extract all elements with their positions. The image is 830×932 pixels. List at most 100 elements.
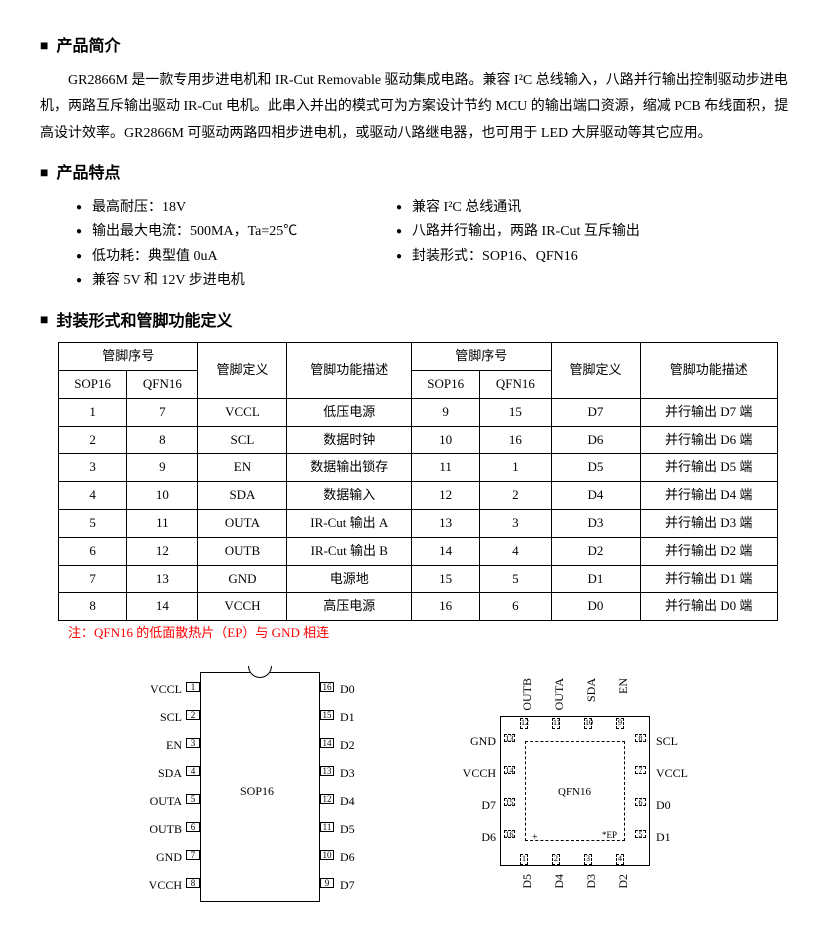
qfn-pad: 1 bbox=[520, 854, 528, 865]
sop-pin: 15 bbox=[320, 710, 334, 720]
th-pinno: 管脚序号 bbox=[412, 343, 551, 371]
qfn-pad: 2 bbox=[552, 854, 560, 865]
table-cell: 10 bbox=[412, 426, 480, 454]
table-cell: VCCL bbox=[198, 398, 287, 426]
table-cell: D2 bbox=[551, 537, 640, 565]
qfn-ep-label: *EP bbox=[602, 828, 617, 842]
th-sop: SOP16 bbox=[59, 370, 127, 398]
sop-pin: 12 bbox=[320, 794, 334, 804]
table-cell: 14 bbox=[412, 537, 480, 565]
table-cell: 数据输入 bbox=[287, 482, 412, 510]
feature-item: 封装形式：SOP16、QFN16 bbox=[396, 246, 640, 268]
section-intro-title: 产品简介 bbox=[56, 34, 120, 60]
table-cell: 15 bbox=[480, 398, 551, 426]
table-cell: 数据时钟 bbox=[287, 426, 412, 454]
pin-table: 管脚序号 管脚定义 管脚功能描述 管脚序号 管脚定义 管脚功能描述 SOP16 … bbox=[58, 342, 778, 621]
qfn-pin-label: EN bbox=[614, 678, 633, 694]
sop-pin-label: D3 bbox=[340, 764, 378, 783]
table-cell: 14 bbox=[127, 593, 198, 621]
table-cell: 8 bbox=[59, 593, 127, 621]
sop-pin-label: OUTA bbox=[144, 792, 182, 811]
sop-pin: 5 bbox=[186, 794, 200, 804]
qfn-pad: 11 bbox=[552, 718, 560, 729]
feature-item: 兼容 I²C 总线通讯 bbox=[396, 197, 640, 219]
qfn-pin-label: D0 bbox=[656, 796, 671, 815]
table-cell: 16 bbox=[412, 593, 480, 621]
table-cell: 12 bbox=[127, 537, 198, 565]
th-qfn: QFN16 bbox=[127, 370, 198, 398]
table-cell: 1 bbox=[59, 398, 127, 426]
table-cell: SDA bbox=[198, 482, 287, 510]
table-cell: OUTB bbox=[198, 537, 287, 565]
table-note: 注：QFN16 的低面散热片（EP）与 GND 相连 bbox=[68, 623, 790, 644]
table-cell: IR-Cut 输出 B bbox=[287, 537, 412, 565]
table-cell: 11 bbox=[412, 454, 480, 482]
qfn-pin-label: SDA bbox=[582, 678, 601, 702]
feature-item: 八路并行输出，两路 IR-Cut 互斥输出 bbox=[396, 221, 640, 243]
features-col-left: 最高耐压：18V 输出最大电流：500MA，Ta=25℃ 低功耗：典型值 0uA… bbox=[76, 195, 396, 295]
square-bullet-icon: ■ bbox=[40, 310, 48, 332]
feature-item: 兼容 5V 和 12V 步进电机 bbox=[76, 270, 396, 292]
table-cell: IR-Cut 输出 A bbox=[287, 509, 412, 537]
table-row: 612OUTBIR-Cut 输出 B144D2并行输出 D2 端 bbox=[59, 537, 778, 565]
table-cell: 5 bbox=[480, 565, 551, 593]
qfn-pad: 16 bbox=[504, 830, 515, 838]
table-cell: 1 bbox=[480, 454, 551, 482]
table-row: 713GND电源地155D1并行输出 D1 端 bbox=[59, 565, 778, 593]
th-desc: 管脚功能描述 bbox=[640, 343, 778, 399]
table-cell: 4 bbox=[59, 482, 127, 510]
qfn-pad: 4 bbox=[616, 854, 624, 865]
qfn-pad: 13 bbox=[504, 734, 515, 742]
th-sop: SOP16 bbox=[412, 370, 480, 398]
qfn-label: QFN16 bbox=[558, 784, 591, 802]
table-cell: 7 bbox=[127, 398, 198, 426]
table-cell: 2 bbox=[480, 482, 551, 510]
feature-item: 最高耐压：18V bbox=[76, 197, 396, 219]
table-cell: 低压电源 bbox=[287, 398, 412, 426]
th-def: 管脚定义 bbox=[198, 343, 287, 399]
sop-pin: 14 bbox=[320, 738, 334, 748]
qfn-pad: 3 bbox=[584, 854, 592, 865]
table-row: 17VCCL低压电源915D7并行输出 D7 端 bbox=[59, 398, 778, 426]
table-cell: 7 bbox=[59, 565, 127, 593]
package-diagrams: SOP16 1VCCL16D02SCL15D13EN14D24SDA13D35O… bbox=[40, 662, 790, 912]
table-row: 511OUTAIR-Cut 输出 A133D3并行输出 D3 端 bbox=[59, 509, 778, 537]
table-cell: 15 bbox=[412, 565, 480, 593]
sop-pin: 11 bbox=[320, 822, 334, 832]
sop-pin-label: D5 bbox=[340, 820, 378, 839]
section-features-title: 产品特点 bbox=[56, 161, 120, 187]
table-cell: 12 bbox=[412, 482, 480, 510]
features-list: 最高耐压：18V 输出最大电流：500MA，Ta=25℃ 低功耗：典型值 0uA… bbox=[76, 195, 790, 295]
sop-pin-label: D4 bbox=[340, 792, 378, 811]
pin-table-body: 17VCCL低压电源915D7并行输出 D7 端28SCL数据时钟1016D6并… bbox=[59, 398, 778, 620]
qfn-pin-label: D5 bbox=[518, 874, 537, 889]
table-cell: 2 bbox=[59, 426, 127, 454]
table-cell: D6 bbox=[551, 426, 640, 454]
square-bullet-icon: ■ bbox=[40, 36, 48, 58]
qfn-pin-label: D7 bbox=[460, 796, 496, 815]
table-cell: 6 bbox=[59, 537, 127, 565]
table-cell: 8 bbox=[127, 426, 198, 454]
th-qfn: QFN16 bbox=[480, 370, 551, 398]
qfn-pin-label: VCCH bbox=[460, 764, 496, 783]
table-cell: VCCH bbox=[198, 593, 287, 621]
sop-pin: 3 bbox=[186, 738, 200, 748]
sop-pin: 16 bbox=[320, 682, 334, 692]
qfn-pad: 10 bbox=[584, 718, 592, 729]
sop-pin: 7 bbox=[186, 850, 200, 860]
table-row: 410SDA数据输入122D4并行输出 D4 端 bbox=[59, 482, 778, 510]
qfn-pin1-dot-icon: + bbox=[532, 830, 538, 846]
table-cell: 并行输出 D1 端 bbox=[640, 565, 778, 593]
feature-item: 低功耗：典型值 0uA bbox=[76, 246, 396, 268]
sop-pin-label: D7 bbox=[340, 876, 378, 895]
table-cell: 9 bbox=[412, 398, 480, 426]
table-row: 814VCCH高压电源166D0并行输出 D0 端 bbox=[59, 593, 778, 621]
sop-pin-label: VCCL bbox=[144, 680, 182, 699]
qfn-pad: 8 bbox=[635, 734, 646, 742]
sop-pin-label: VCCH bbox=[144, 876, 182, 895]
table-cell: 并行输出 D0 端 bbox=[640, 593, 778, 621]
sop-pin: 10 bbox=[320, 850, 334, 860]
table-cell: 并行输出 D7 端 bbox=[640, 398, 778, 426]
sop-pin: 4 bbox=[186, 766, 200, 776]
sop-pin-label: SCL bbox=[144, 708, 182, 727]
